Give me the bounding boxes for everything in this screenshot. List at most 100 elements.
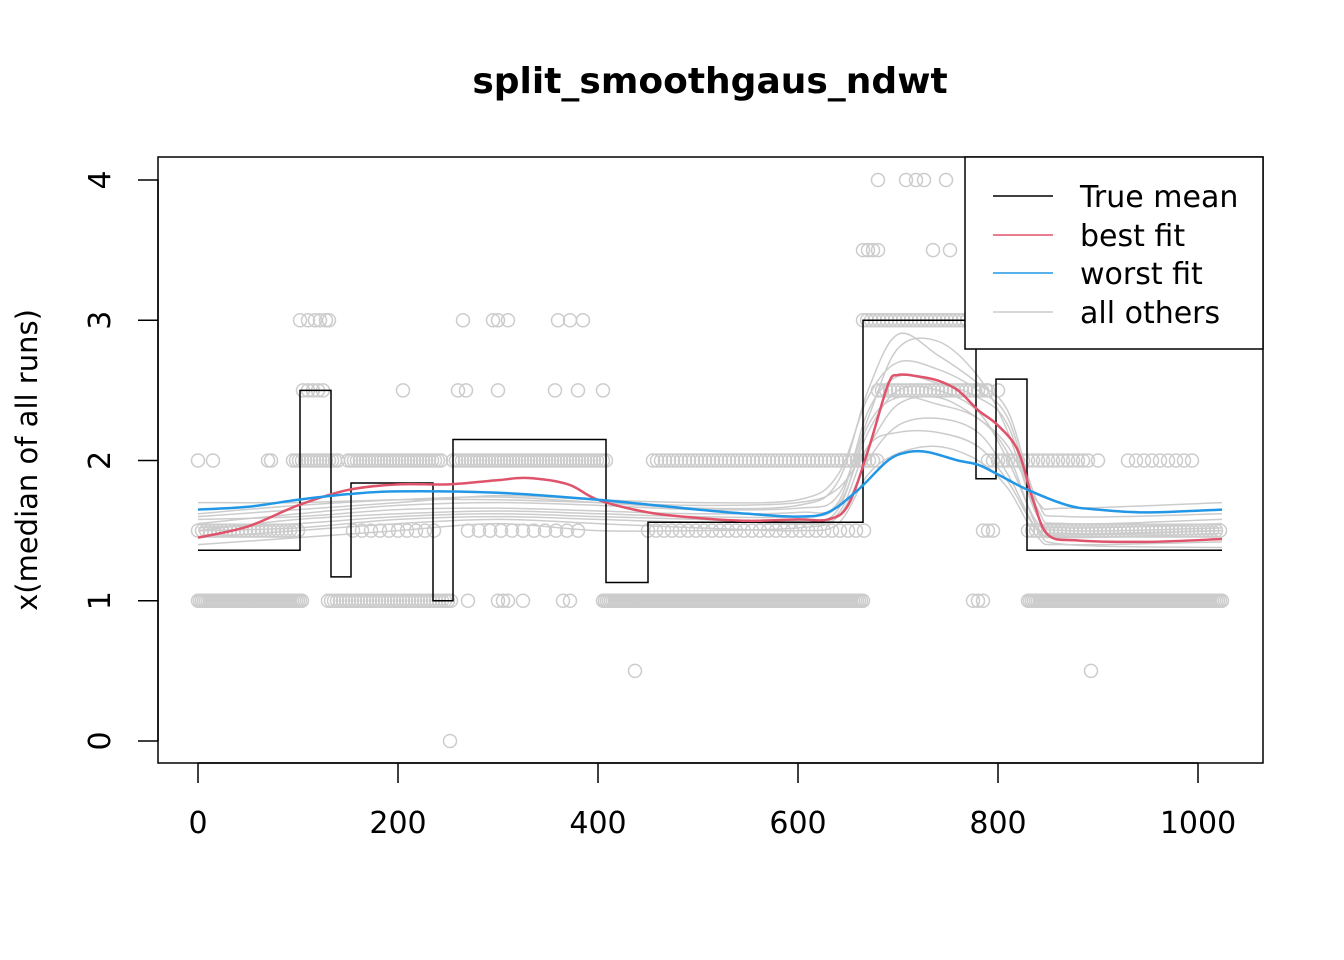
data-point <box>1172 523 1188 538</box>
data-point <box>460 593 476 608</box>
data-point <box>975 523 991 538</box>
legend-label-all-others: all others <box>1080 296 1220 331</box>
data-point <box>878 383 894 398</box>
data-point <box>408 523 424 538</box>
data-point <box>210 523 226 538</box>
data-point <box>648 523 664 538</box>
data-point <box>504 523 520 538</box>
data-point <box>1084 523 1100 538</box>
data-point <box>278 523 294 538</box>
data-point <box>1164 523 1180 538</box>
data-point <box>1160 453 1176 468</box>
data-point <box>482 523 498 538</box>
data-point <box>797 453 813 468</box>
data-point <box>274 523 290 538</box>
data-point <box>914 383 930 398</box>
data-point <box>1214 593 1230 608</box>
data-point <box>785 453 801 468</box>
data-point <box>266 523 282 538</box>
data-point <box>985 453 1001 468</box>
data-point <box>395 383 411 398</box>
data-point <box>321 313 337 328</box>
y-tick-label: 1 <box>83 591 118 610</box>
data-point <box>270 523 286 538</box>
data-point <box>490 593 506 608</box>
data-point <box>793 453 809 468</box>
data-point <box>833 453 849 468</box>
data-point <box>725 453 741 468</box>
data-point <box>890 383 906 398</box>
data-point <box>717 453 733 468</box>
data-point <box>870 172 886 188</box>
data-point <box>500 313 516 328</box>
data-point <box>495 593 511 608</box>
data-point <box>701 453 717 468</box>
data-point <box>860 242 876 258</box>
data-point <box>978 383 994 398</box>
data-point <box>749 453 765 468</box>
data-point <box>562 313 578 328</box>
data-point <box>765 453 781 468</box>
data-point <box>906 383 922 398</box>
data-point <box>825 453 841 468</box>
data-point <box>1152 453 1168 468</box>
data-point <box>1080 453 1096 468</box>
data-point <box>1128 523 1144 538</box>
data-point <box>1160 523 1176 538</box>
data-point <box>990 383 1006 398</box>
data-point <box>595 383 611 398</box>
data-point <box>258 523 274 538</box>
data-point <box>975 593 991 608</box>
data-point <box>1148 523 1164 538</box>
y-tick-label: 2 <box>83 451 118 470</box>
data-point <box>1208 523 1224 538</box>
data-point <box>1060 523 1076 538</box>
data-point <box>1045 453 1061 468</box>
data-point <box>1176 523 1192 538</box>
data-point <box>733 453 749 468</box>
data-point <box>1168 523 1184 538</box>
data-point <box>1010 453 1026 468</box>
data-point <box>1196 523 1212 538</box>
data-point <box>1120 523 1136 538</box>
data-point <box>1108 523 1124 538</box>
data-point <box>1112 523 1128 538</box>
data-point <box>1180 523 1196 538</box>
data-point <box>800 523 816 538</box>
data-point <box>390 523 406 538</box>
data-point <box>856 523 872 538</box>
data-point <box>570 383 586 398</box>
data-point <box>813 453 829 468</box>
data-point <box>363 523 379 538</box>
data-point <box>990 453 1006 468</box>
data-point <box>781 453 797 468</box>
data-point <box>760 523 776 538</box>
data-point <box>1055 453 1071 468</box>
x-tick-label: 800 <box>969 806 1026 841</box>
data-point <box>853 453 869 468</box>
data-point <box>661 453 677 468</box>
data-point <box>537 523 553 538</box>
x-tick-label: 600 <box>769 806 826 841</box>
data-point <box>1052 523 1068 538</box>
data-point <box>1028 523 1044 538</box>
data-point <box>705 453 721 468</box>
data-point <box>263 453 279 468</box>
data-point <box>205 453 221 468</box>
data-point <box>354 523 370 538</box>
data-point <box>202 523 218 538</box>
data-point <box>753 453 769 468</box>
data-point <box>925 242 941 258</box>
data-point <box>729 453 745 468</box>
data-point <box>966 383 982 398</box>
y-tick-label: 0 <box>83 731 118 750</box>
data-point <box>1048 523 1064 538</box>
data-point <box>550 313 566 328</box>
data-point <box>1076 523 1092 538</box>
data-point <box>1083 663 1099 679</box>
data-point <box>672 523 688 538</box>
x-tick-label: 1000 <box>1160 806 1236 841</box>
data-point <box>206 523 222 538</box>
data-point <box>1088 523 1104 538</box>
data-point <box>761 453 777 468</box>
